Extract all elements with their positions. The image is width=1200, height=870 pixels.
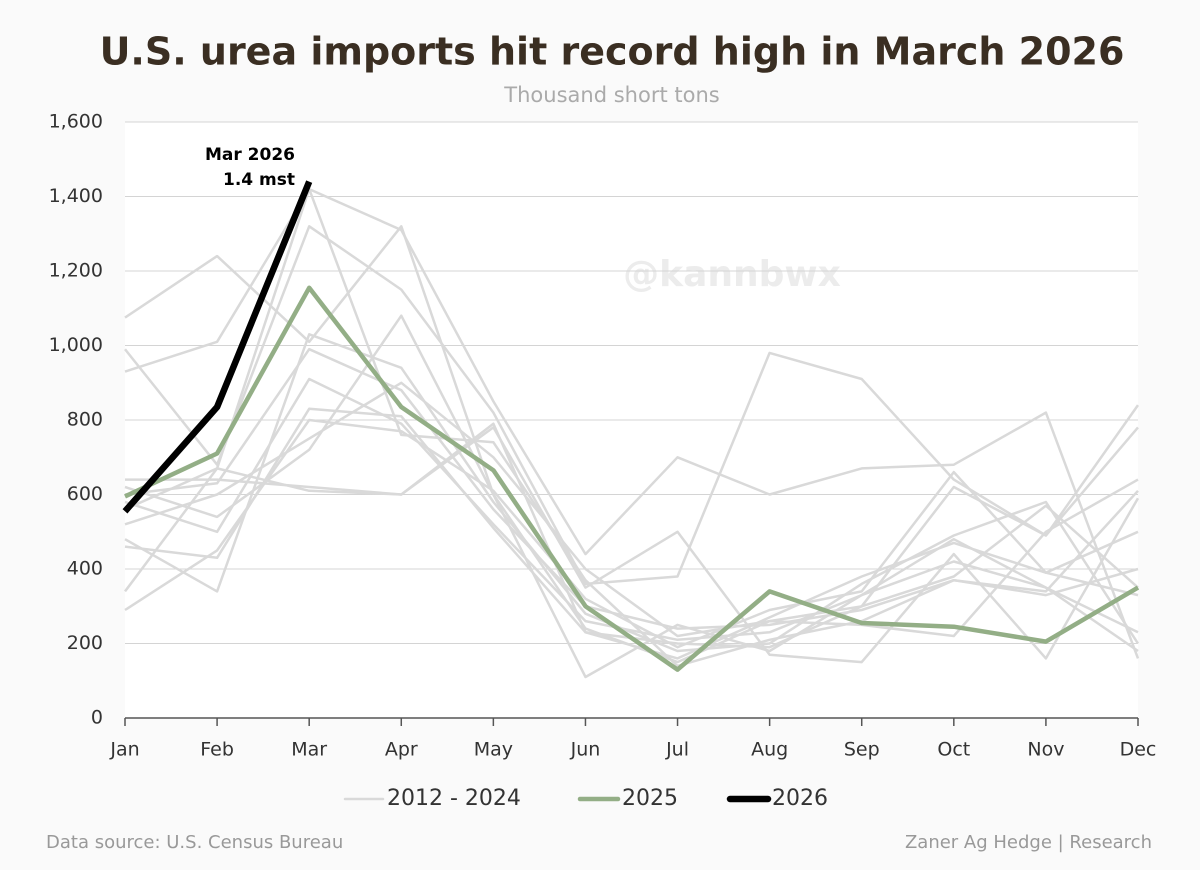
credit: Zaner Ag Hedge | Research xyxy=(905,832,1152,853)
x-tick-label: May xyxy=(474,739,513,761)
series-line xyxy=(124,285,1140,672)
y-tick-label: 1,600 xyxy=(49,111,103,133)
y-tick-label: 400 xyxy=(67,558,103,580)
history-line xyxy=(124,418,1139,649)
annotation: Mar 2026 xyxy=(205,145,295,165)
legend-label: 2025 xyxy=(622,786,678,811)
x-tick-label: Mar xyxy=(291,739,327,761)
x-tick-label: Apr xyxy=(385,739,418,761)
y-tick-label: 600 xyxy=(67,483,103,505)
history-line xyxy=(124,381,1139,638)
x-tick-label: Jan xyxy=(109,739,139,761)
watermark: @kannbwx xyxy=(623,254,841,295)
x-tick-label: Jun xyxy=(570,739,601,761)
chart-title: U.S. urea imports hit record high in Mar… xyxy=(100,30,1125,74)
y-tick-label: 1,200 xyxy=(49,260,103,282)
y-tick-label: 1,400 xyxy=(49,185,103,207)
history-line xyxy=(125,426,1140,664)
x-tick-label: Nov xyxy=(1027,739,1064,761)
annotation: 1.4 mst xyxy=(223,170,295,190)
y-tick-label: 200 xyxy=(67,632,103,654)
legend-label: 2026 xyxy=(772,786,828,811)
history-line xyxy=(124,407,1139,660)
x-tick-label: Feb xyxy=(200,739,234,761)
legend-label: 2012 - 2024 xyxy=(387,786,521,811)
x-tick-label: Jul xyxy=(665,739,689,761)
subtitle: Thousand short tons xyxy=(503,83,719,107)
y-tick-label: 800 xyxy=(67,409,103,431)
history-line xyxy=(124,333,1140,653)
y-tick-label: 1,000 xyxy=(49,334,103,356)
x-tick-label: Oct xyxy=(937,739,970,761)
x-tick-label: Aug xyxy=(751,739,788,761)
x-tick-label: Sep xyxy=(844,739,880,761)
y-tick-label: 0 xyxy=(91,707,103,729)
x-tick-label: Dec xyxy=(1120,739,1157,761)
series-line xyxy=(122,180,313,514)
source: Data source: U.S. Census Bureau xyxy=(46,832,343,853)
